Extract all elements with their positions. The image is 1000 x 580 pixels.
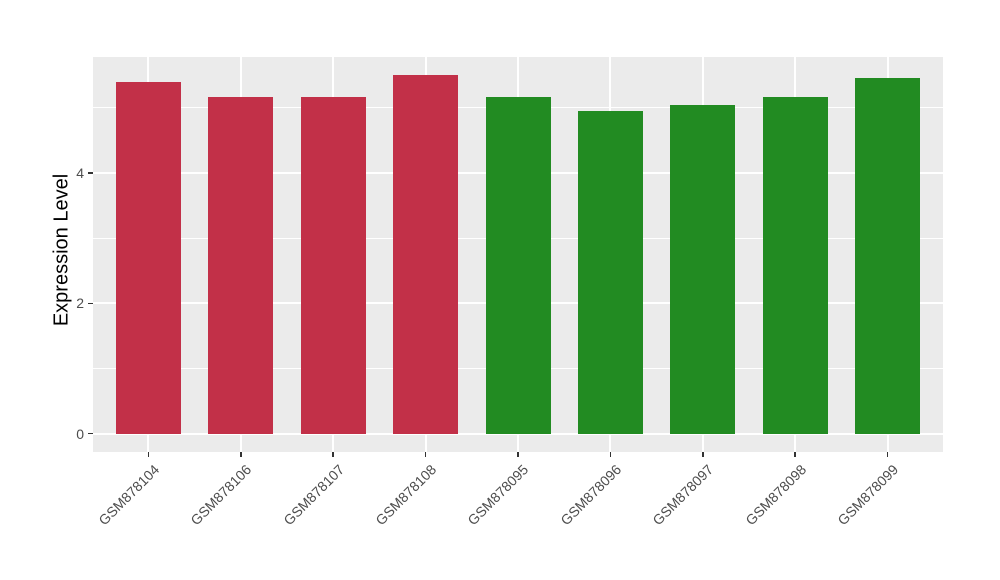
- y-tick-label: 2: [76, 295, 84, 312]
- x-axis-tick: [332, 452, 334, 457]
- y-axis-tick: [88, 172, 93, 174]
- x-axis-label: GSM878106: [187, 461, 255, 529]
- x-axis-tick: [794, 452, 796, 457]
- y-axis-tick: [88, 302, 93, 305]
- x-axis-label: GSM878095: [464, 461, 532, 529]
- bar-GSM878096: [577, 111, 643, 434]
- y-tick-label: 4: [76, 165, 84, 182]
- bar-GSM878099: [855, 77, 921, 434]
- bar-GSM878104: [115, 81, 181, 434]
- bar-GSM878108: [393, 75, 459, 434]
- bar-GSM878095: [485, 97, 551, 434]
- x-axis-label: GSM878108: [372, 461, 440, 529]
- x-axis-tick: [240, 452, 242, 457]
- x-axis-tick: [517, 452, 519, 457]
- x-axis-tick: [609, 452, 612, 457]
- x-axis-tick: [424, 452, 427, 457]
- x-axis-label: GSM878104: [95, 461, 163, 529]
- x-axis-label: GSM878098: [741, 461, 809, 529]
- x-axis-label: GSM878096: [557, 461, 625, 529]
- bar-GSM878107: [300, 96, 366, 434]
- x-axis-tick: [702, 452, 704, 457]
- x-axis-label: GSM878099: [834, 461, 902, 529]
- x-axis-label: GSM878097: [649, 461, 717, 529]
- x-axis-tick: [147, 452, 150, 457]
- plot-panel: [93, 57, 943, 452]
- y-axis-tick: [88, 432, 93, 435]
- bar-GSM878106: [208, 97, 274, 434]
- bar-GSM878097: [670, 104, 736, 434]
- x-axis-label: GSM878107: [279, 461, 347, 529]
- y-tick-label: 0: [76, 425, 84, 442]
- bar-GSM878098: [762, 96, 828, 434]
- x-axis-tick: [886, 452, 889, 457]
